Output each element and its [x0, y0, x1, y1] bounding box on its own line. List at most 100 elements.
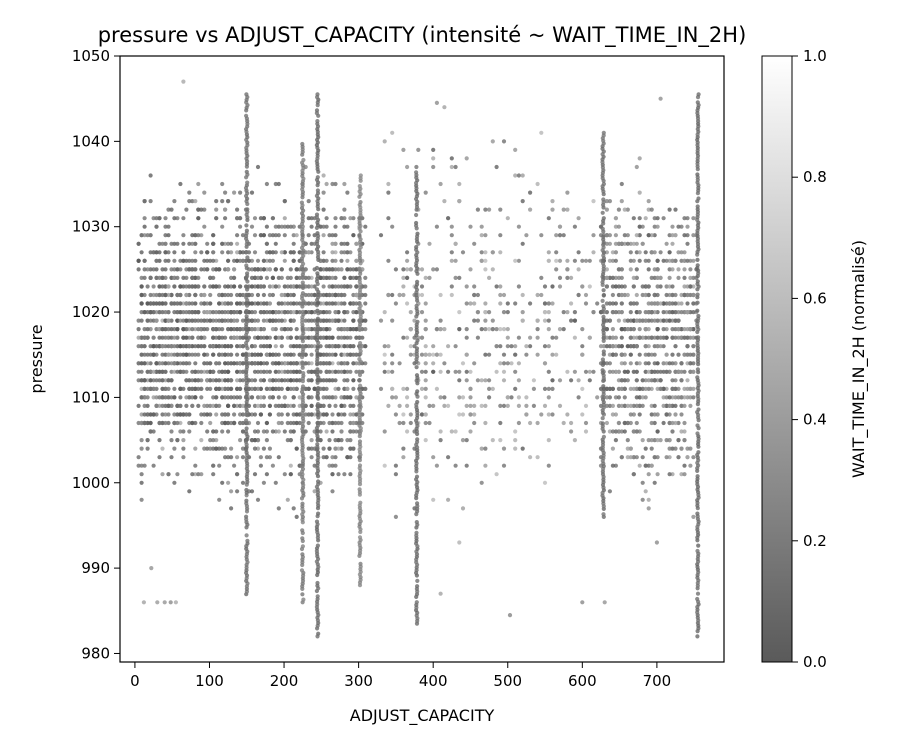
data-point — [258, 369, 263, 374]
data-point — [211, 310, 216, 315]
data-point — [643, 258, 648, 263]
data-point — [258, 378, 263, 383]
data-point — [258, 301, 263, 306]
data-point — [181, 429, 186, 434]
data-point — [196, 472, 201, 477]
data-point — [166, 361, 171, 366]
data-point — [415, 399, 420, 405]
data-point — [691, 344, 696, 349]
data-point — [616, 310, 622, 315]
data-point — [187, 241, 192, 246]
data-point — [449, 429, 454, 434]
data-point — [646, 267, 651, 272]
data-point — [181, 258, 186, 263]
data-point — [208, 438, 213, 443]
data-point — [151, 378, 156, 383]
data-point — [330, 258, 335, 263]
data-point — [145, 378, 150, 383]
data-point — [157, 369, 162, 374]
data-point — [382, 139, 387, 144]
data-point — [291, 361, 296, 366]
data-point — [339, 412, 344, 417]
data-point — [190, 369, 195, 374]
data-point — [267, 258, 272, 263]
data-point — [205, 378, 210, 383]
data-point — [637, 429, 642, 434]
data-point — [163, 275, 168, 280]
data-point — [199, 335, 204, 340]
data-point — [342, 241, 347, 246]
data-point — [631, 327, 636, 332]
data-point — [339, 292, 344, 298]
data-point — [160, 292, 165, 298]
data-point — [453, 429, 458, 434]
data-point — [607, 386, 613, 391]
data-point — [270, 258, 275, 263]
data-point — [501, 403, 507, 408]
data-point — [557, 275, 563, 280]
data-point — [498, 233, 503, 238]
data-point — [223, 455, 228, 460]
data-point — [169, 344, 174, 349]
data-point — [652, 369, 657, 374]
data-point — [434, 386, 439, 391]
data-point — [554, 250, 559, 255]
data-point — [276, 506, 281, 511]
data-point — [306, 395, 311, 400]
data-point — [258, 267, 263, 272]
data-point — [223, 361, 228, 366]
data-point — [157, 327, 162, 332]
data-point — [258, 395, 263, 400]
data-point — [190, 327, 195, 332]
data-point — [285, 292, 290, 298]
data-point — [220, 412, 225, 417]
data-point — [688, 403, 693, 408]
data-point — [157, 310, 162, 315]
data-point — [542, 310, 548, 315]
data-point — [312, 412, 317, 417]
data-point — [487, 352, 492, 357]
data-point — [232, 318, 237, 323]
data-point — [211, 472, 216, 477]
data-point — [414, 530, 419, 535]
data-point — [175, 412, 180, 417]
data-point — [184, 310, 189, 315]
data-point — [610, 292, 616, 298]
data-point — [148, 352, 153, 357]
data-point — [214, 386, 219, 391]
data-point — [314, 108, 320, 113]
data-point — [172, 335, 177, 340]
data-point — [324, 224, 329, 229]
data-point — [157, 378, 162, 383]
data-point — [524, 233, 529, 238]
data-point — [682, 275, 687, 280]
data-point — [634, 335, 639, 340]
data-point — [223, 241, 228, 246]
data-point — [229, 378, 234, 383]
data-point — [658, 318, 663, 323]
data-point — [667, 318, 672, 323]
data-point — [282, 395, 287, 400]
data-point — [327, 318, 332, 323]
data-point — [321, 173, 326, 178]
data-point — [157, 241, 162, 246]
data-point — [655, 344, 660, 349]
data-point — [649, 412, 654, 417]
data-point — [193, 378, 198, 383]
data-point — [342, 403, 347, 408]
data-point — [542, 284, 548, 289]
data-point — [405, 386, 410, 391]
data-point — [691, 258, 696, 263]
data-point — [542, 386, 548, 391]
data-point — [414, 212, 419, 218]
data-point — [315, 543, 320, 548]
data-point — [136, 258, 141, 263]
data-point — [655, 310, 660, 315]
data-point — [643, 250, 648, 255]
data-point — [187, 327, 192, 332]
data-point — [139, 438, 144, 443]
data-point — [419, 284, 425, 289]
data-point — [184, 284, 189, 289]
data-point — [291, 224, 296, 229]
data-point — [249, 310, 255, 315]
